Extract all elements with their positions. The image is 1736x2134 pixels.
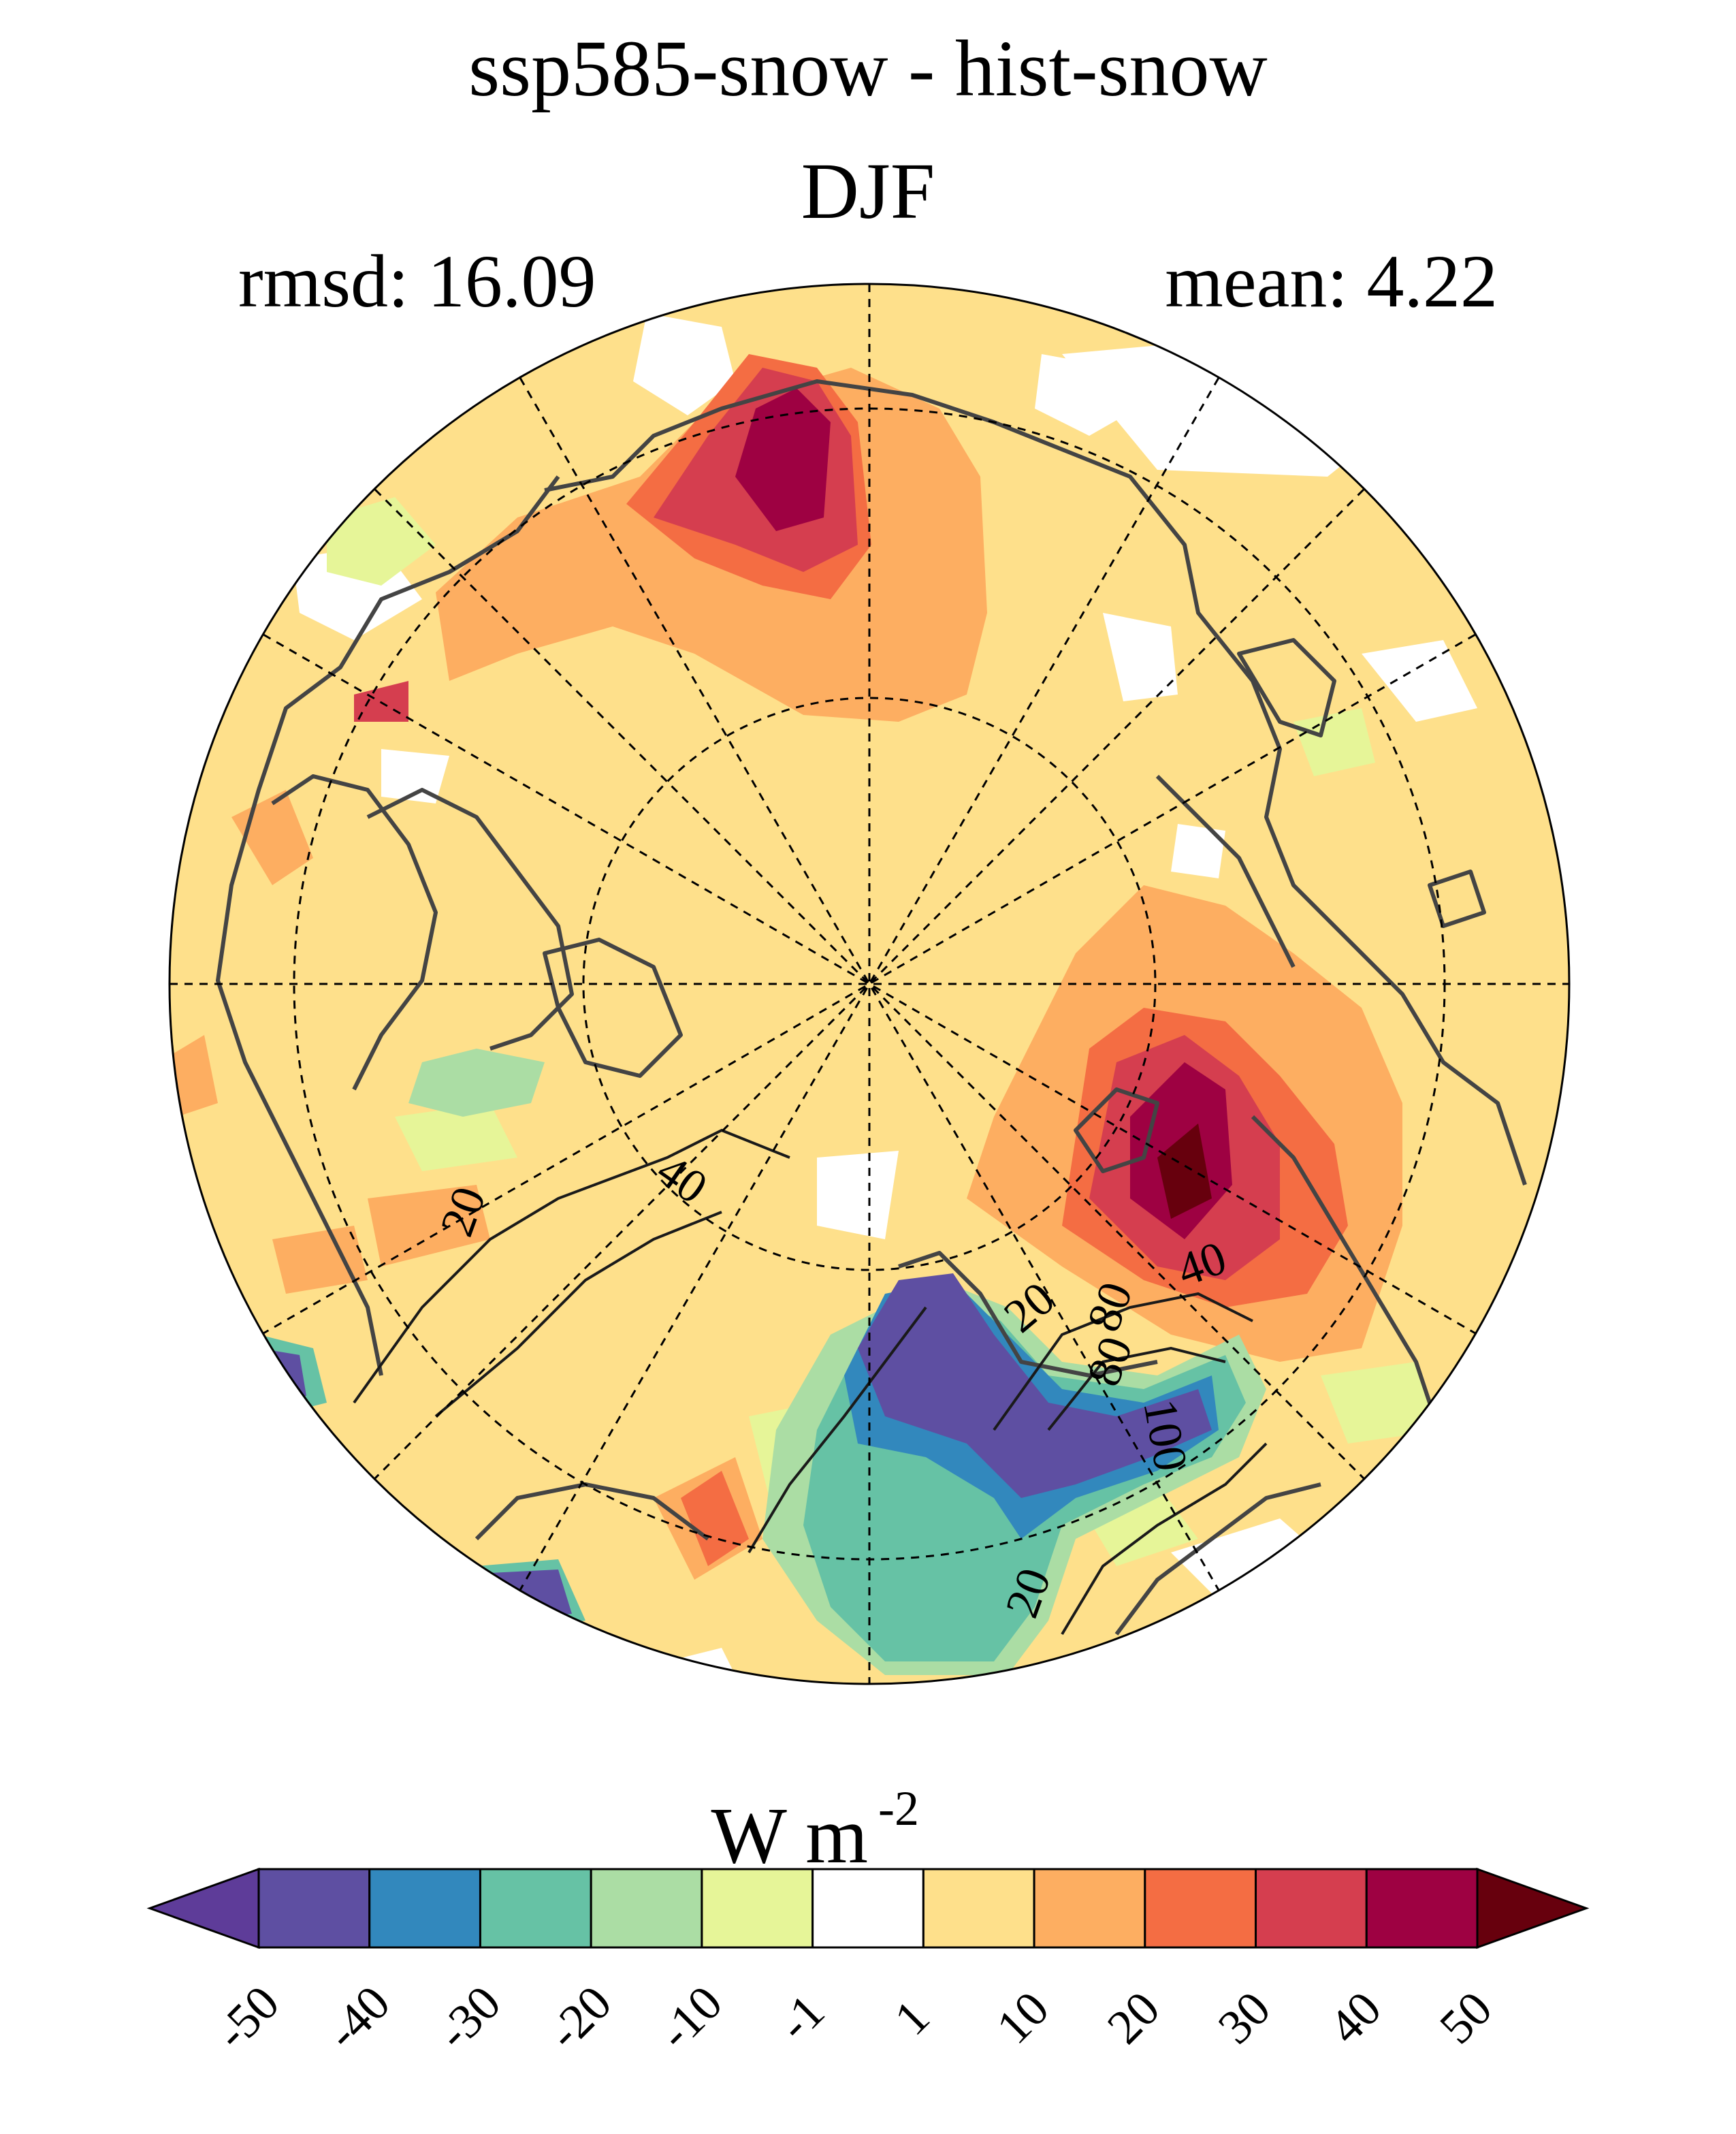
- colorbar-under-triangle: [146, 1867, 260, 1949]
- colorbar-tick-label: -10: [648, 1975, 733, 2060]
- season-label: DJF: [801, 146, 935, 236]
- colorbar: -50 -40 -30 -20 -10 -1 1 10 20 30 40 50: [146, 1867, 1590, 2060]
- colorbar-bin: [811, 1868, 925, 1949]
- units-label: W m -2: [711, 1781, 919, 1880]
- units-base: W m: [711, 1791, 868, 1880]
- colorbar-bin: [1033, 1868, 1146, 1949]
- over-range-core: [1157, 1124, 1212, 1219]
- colorbar-tick-label: 20: [1097, 1981, 1170, 2054]
- negative-region: [245, 1049, 1266, 1675]
- weak-negative-patches: [327, 497, 1443, 1566]
- colorbar-tick-label: 10: [986, 1981, 1059, 2054]
- colorbar-tick-label: 1: [884, 1990, 939, 2045]
- colorbar-over-triangle: [1476, 1867, 1590, 1949]
- colorbar-bin: [1255, 1868, 1368, 1949]
- colorbar-bin: [590, 1868, 703, 1949]
- contour-lines: [353, 1128, 1268, 1636]
- colorbar-bin: [368, 1868, 481, 1949]
- rmsd-label: rmsd: 16.09: [238, 240, 596, 323]
- chart-title: ssp585-snow - hist-snow: [468, 24, 1268, 113]
- colorbar-bin: [479, 1868, 592, 1949]
- colorbar-tick-label: -1: [767, 1984, 835, 2052]
- near-zero-patches: [293, 313, 1477, 1684]
- units-exponent: -2: [878, 1781, 919, 1836]
- colorbar-tick-label: 30: [1208, 1981, 1281, 2054]
- colorbar-bin: [922, 1868, 1035, 1949]
- colorbar-tick-label: -50: [205, 1975, 289, 2060]
- colorbar-tick-label: -20: [537, 1975, 622, 2060]
- colorbar-bin: [1365, 1868, 1479, 1949]
- colorbar-tick-label: -40: [316, 1975, 400, 2060]
- contour-label: 100: [1133, 1395, 1197, 1475]
- svg-text:W m: W m: [711, 1791, 868, 1880]
- colorbar-bin: [701, 1868, 814, 1949]
- colorbar-tick-label: 50: [1429, 1981, 1502, 2054]
- colorbar-tick-label: -30: [426, 1975, 511, 2060]
- colorbar-bin: [1144, 1868, 1257, 1949]
- svg-text:-2: -2: [878, 1781, 919, 1836]
- colorbar-tick-label: 40: [1319, 1981, 1392, 2054]
- map-border: [168, 283, 1571, 1685]
- colorbar-bin: [257, 1868, 371, 1949]
- mean-label: mean: 4.22: [1165, 240, 1498, 323]
